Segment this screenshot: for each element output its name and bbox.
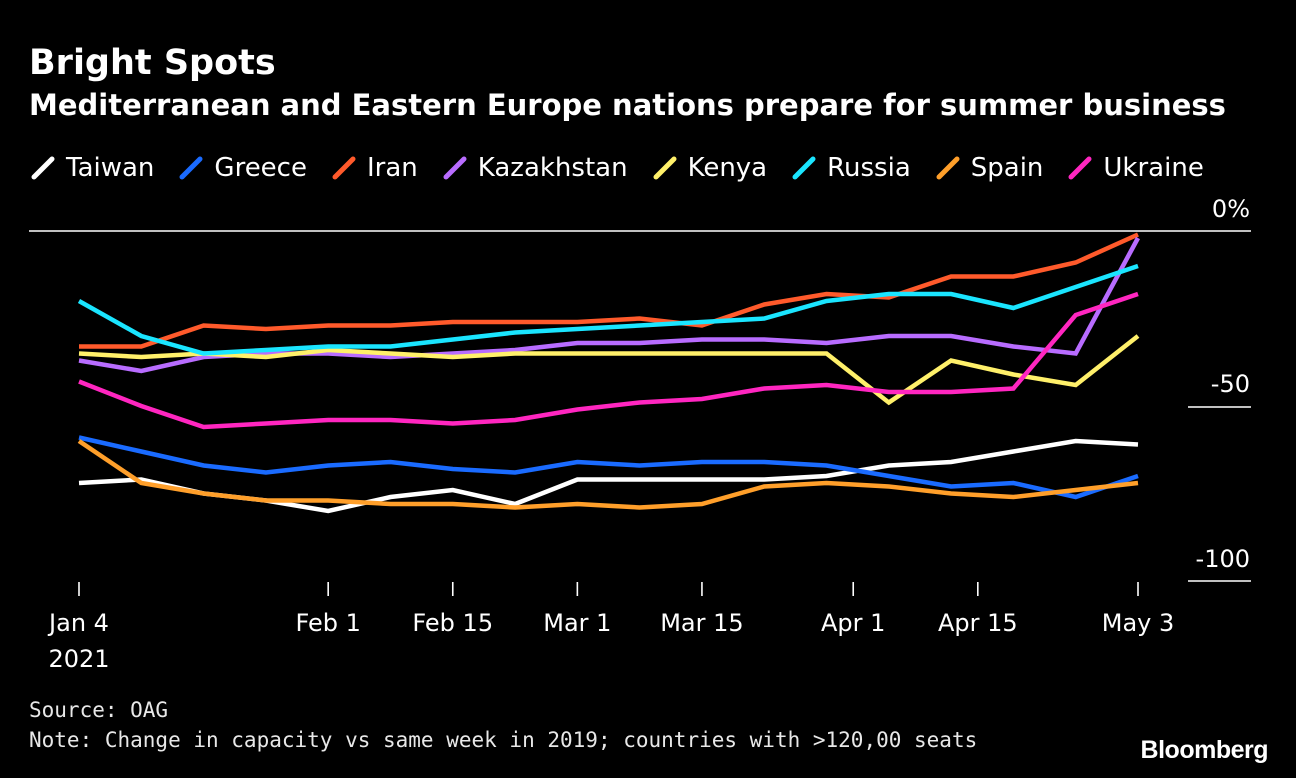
legend: Taiwan Greece Iran Kazakhstan Kenya Russia Spa… [30, 148, 1228, 188]
x-tick-label: Feb 1 [295, 609, 360, 637]
legend-label: Iran [366, 153, 418, 183]
x-tick-label: Apr 15 [938, 609, 1018, 637]
legend-swatch [179, 156, 203, 180]
legend-swatch [443, 156, 467, 180]
series-line-kazakhstan [78, 236, 1140, 374]
x-tick-label: Feb 15 [412, 609, 493, 637]
legend-item-iran: Iran [331, 153, 418, 183]
line-chart: 0% -50 -100 Jan 4 2021 Feb 1 Feb 15 Mar 1 Mar 15… [29, 195, 1251, 673]
chart-subtitle: Mediterranean and Eastern Europe nations… [29, 88, 1226, 122]
legend-swatch [31, 156, 55, 180]
methodology-note: Note: Change in capacity vs same week in… [29, 728, 978, 752]
legend-item-russia: Russia [791, 153, 911, 183]
y-tick-label: -100 [1196, 545, 1250, 573]
legend-item-taiwan: Taiwan [30, 153, 154, 183]
legend-swatch [332, 156, 356, 180]
source-note: Source: OAG [29, 698, 169, 722]
x-tick-sublabel: 2021 [48, 645, 109, 673]
legend-swatch [936, 156, 960, 180]
legend-label: Kazakhstan [477, 153, 628, 183]
legend-swatch [1068, 156, 1092, 180]
legend-label: Taiwan [66, 153, 155, 183]
series-line-spain [77, 439, 1139, 510]
series-line-ukraine [78, 291, 1139, 430]
bloomberg-logo: Bloomberg [1140, 736, 1269, 764]
series-line-greece [78, 435, 1139, 500]
legend-item-kazakhstan: Kazakhstan [442, 153, 628, 183]
x-tick-label: Apr 1 [821, 609, 885, 637]
y-tick-label: -50 [1211, 370, 1250, 398]
legend-item-ukraine: Ukraine [1067, 153, 1204, 183]
legend-swatch [653, 156, 677, 180]
series-line-iran [79, 232, 1139, 349]
x-tick-label: Mar 1 [543, 609, 611, 637]
chart-title: Bright Spots [29, 43, 276, 83]
legend-swatch [792, 156, 816, 180]
series-line-taiwan [78, 438, 1139, 514]
legend-item-kenya: Kenya [652, 153, 768, 183]
legend-label: Greece [214, 153, 307, 183]
legend-label: Ukraine [1103, 153, 1204, 183]
legend-item-greece: Greece [178, 153, 307, 183]
x-tick-label: May 3 [1102, 609, 1175, 637]
y-tick-label: 0% [1212, 195, 1250, 223]
legend-label: Spain [970, 153, 1044, 183]
series-line-russia [77, 263, 1139, 356]
legend-label: Russia [827, 153, 911, 183]
legend-label: Kenya [687, 153, 768, 183]
x-tick-label: Jan 4 [47, 609, 109, 637]
legend-item-spain: Spain [935, 153, 1044, 183]
x-tick-label: Mar 15 [660, 609, 743, 637]
series-line-kenya [78, 334, 1140, 406]
